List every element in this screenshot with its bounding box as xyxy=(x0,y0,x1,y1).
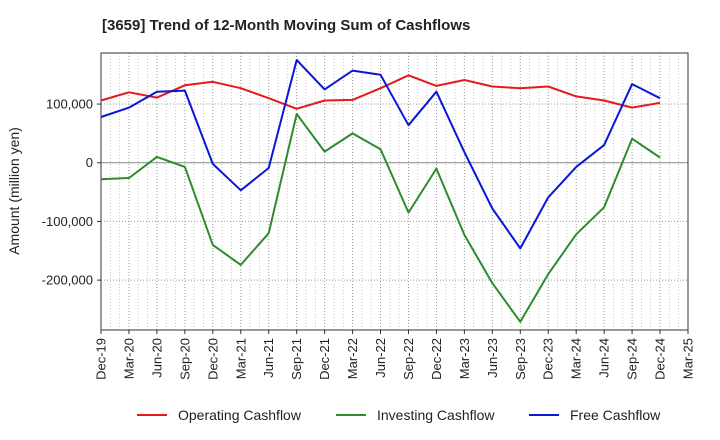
series-lines xyxy=(100,59,661,323)
x-tick-label: Dec-24 xyxy=(653,338,668,380)
y-axis-label: Amount (million yen) xyxy=(6,127,22,255)
x-tick-label: Sep-22 xyxy=(401,338,416,380)
x-tick-label: Dec-22 xyxy=(429,338,444,380)
x-tick-label: Sep-24 xyxy=(625,338,640,380)
legend: Operating Cashflow Investing Cashflow Free… xyxy=(137,407,661,423)
x-tick-label: Jun-21 xyxy=(261,338,276,378)
chart-title: [3659] Trend of 12-Month Moving Sum of C… xyxy=(102,17,470,34)
x-tick-label: Dec-19 xyxy=(94,338,109,380)
plot-area xyxy=(101,53,688,330)
x-tick-label: Jun-23 xyxy=(485,338,500,378)
x-tick-label: Sep-21 xyxy=(289,338,304,380)
x-tick-label: Sep-20 xyxy=(177,338,192,380)
free-cashflow-legend-label: Free Cashflow xyxy=(570,407,661,423)
y-axis-ticks: -200,000 -100,000 0 100,000 xyxy=(42,97,101,288)
y-tick-label: -100,000 xyxy=(42,214,93,229)
x-tick-label: Dec-21 xyxy=(317,338,332,380)
x-axis-ticks: Dec-19 Mar-20 Jun-20 Sep-20 Dec-20 Mar-21 Jun-… xyxy=(94,330,696,380)
x-tick-label: Jun-20 xyxy=(149,338,164,378)
x-tick-label: Mar-20 xyxy=(121,338,136,379)
x-tick-label: Sep-23 xyxy=(513,338,528,380)
operating-cashflow-legend-label: Operating Cashflow xyxy=(178,407,302,423)
x-tick-label: Jun-24 xyxy=(597,338,612,378)
x-tick-label: Jun-22 xyxy=(373,338,388,378)
x-tick-label: Mar-22 xyxy=(345,338,360,379)
x-tick-label: Dec-20 xyxy=(205,338,220,380)
y-tick-label: 100,000 xyxy=(46,97,93,112)
x-tick-label: Dec-23 xyxy=(541,338,556,380)
y-tick-label: 0 xyxy=(86,155,93,170)
investing-cashflow-legend-label: Investing Cashflow xyxy=(377,407,495,423)
operating-cashflow-line xyxy=(100,74,661,110)
free-cashflow-line xyxy=(100,59,661,250)
x-tick-label: Mar-25 xyxy=(681,338,696,379)
investing-cashflow-line xyxy=(100,113,661,323)
plot-frame xyxy=(100,52,689,331)
x-tick-label: Mar-24 xyxy=(569,338,584,379)
x-tick-label: Mar-23 xyxy=(457,338,472,379)
x-tick-label: Mar-21 xyxy=(233,338,248,379)
y-tick-label: -200,000 xyxy=(42,273,93,288)
